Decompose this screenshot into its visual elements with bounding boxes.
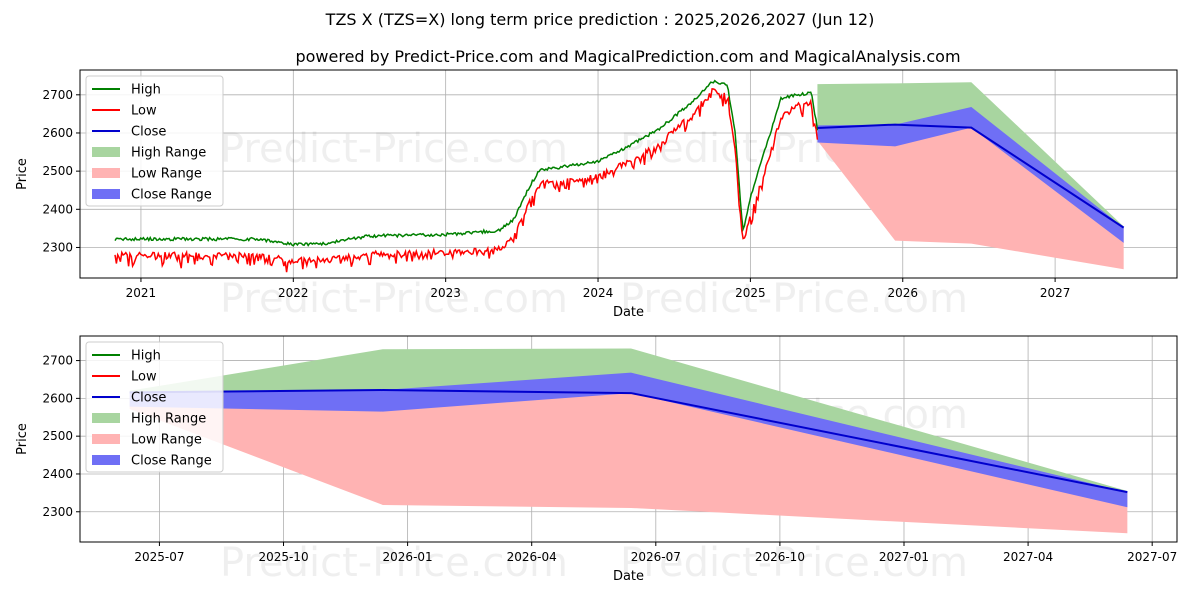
x-tick-label: 2026 xyxy=(887,286,918,300)
legend-label: High Range xyxy=(131,146,206,161)
legend-label: High xyxy=(131,349,161,364)
legend-box xyxy=(85,75,224,207)
legend-label: Close xyxy=(131,391,166,406)
y-axis-label: Price xyxy=(15,158,30,190)
legend-label: Low Range xyxy=(131,433,202,448)
y-axis-label: Price xyxy=(15,423,30,455)
panel-history: Predict-Price.com Predict-Price.com Predic… xyxy=(15,69,1178,322)
chart-title: TZS X (TZS=X) long term price prediction… xyxy=(325,10,875,29)
close-series-line xyxy=(817,123,1125,229)
high-range-area xyxy=(129,348,1128,493)
y-tick-label: 2400 xyxy=(42,202,73,216)
legend-label: Low xyxy=(131,370,157,385)
panel-forecast-zoom: Predict-Price.comPredict-Price.comPredic… xyxy=(15,335,1178,586)
legend-label: Close Range xyxy=(131,188,212,203)
plot-area xyxy=(129,348,1128,534)
y-tick-label: 2300 xyxy=(42,240,73,254)
low-range-area xyxy=(129,390,1128,534)
high-series-line xyxy=(114,79,819,247)
legend-label: Close xyxy=(131,125,166,140)
x-tick-label: 2024 xyxy=(583,286,614,300)
legend-label: Close Range xyxy=(131,454,212,469)
legend: High Low Close High Range Low Range Close Ran… xyxy=(85,341,224,473)
watermark-text: Predict-Price.com xyxy=(220,540,568,586)
x-tick-label: 2025-10 xyxy=(258,550,308,564)
y-tick-label: 2700 xyxy=(42,88,73,102)
legend-label: High xyxy=(131,83,161,98)
legend-label: Low xyxy=(131,104,157,119)
low-series-line xyxy=(114,87,819,273)
y-tick-label: 2600 xyxy=(42,391,73,405)
axes-frame xyxy=(79,69,1178,279)
high-range-area xyxy=(817,82,1124,229)
plot-area xyxy=(114,79,1125,273)
x-tick-label: 2021 xyxy=(126,286,157,300)
legend-box xyxy=(85,341,224,473)
legend-label: Low Range xyxy=(131,167,202,182)
axes-frame xyxy=(79,335,1178,543)
x-tick-label: 2023 xyxy=(430,286,461,300)
x-tick-label: 2022 xyxy=(278,286,309,300)
x-tick-label: 2027 xyxy=(1040,286,1071,300)
legend-swatch xyxy=(92,147,120,157)
x-axis-label: Date xyxy=(613,305,644,320)
x-tick-label: 2027-01 xyxy=(879,550,929,564)
chart-subtitle: powered by Predict-Price.com and Magical… xyxy=(295,47,960,66)
legend-swatch xyxy=(92,413,120,423)
close-range-area xyxy=(817,107,1124,243)
x-axis-label: Date xyxy=(613,569,644,584)
x-tick-label: 2026-01 xyxy=(383,550,433,564)
y-tick-label: 2500 xyxy=(42,429,73,443)
close-range-area xyxy=(129,372,1128,508)
x-tick-label: 2026-04 xyxy=(507,550,557,564)
legend-swatch xyxy=(92,189,120,199)
x-tick-label: 2025 xyxy=(735,286,766,300)
watermark-text: Predict-Price.com xyxy=(220,126,568,172)
legend-swatch xyxy=(92,434,120,444)
legend-swatch xyxy=(92,455,120,465)
legend-label: High Range xyxy=(131,412,206,427)
x-tick-label: 2025-07 xyxy=(134,550,184,564)
x-tick-label: 2027-07 xyxy=(1127,550,1177,564)
legend-swatch xyxy=(92,168,120,178)
x-tick-label: 2027-04 xyxy=(1003,550,1053,564)
legend: High Low Close High Range Low Range Close Ran… xyxy=(85,75,224,207)
close-series-line xyxy=(129,389,1128,494)
y-tick-label: 2700 xyxy=(42,354,73,368)
watermark-text: Predict-Price.com xyxy=(220,276,568,322)
x-tick-label: 2026-10 xyxy=(755,550,805,564)
watermark-text: Predict-Price.com xyxy=(620,540,968,586)
x-tick-label: 2026-07 xyxy=(631,550,681,564)
watermark-text: Predict-Price.com xyxy=(620,276,968,322)
y-tick-label: 2500 xyxy=(42,164,73,178)
y-tick-label: 2400 xyxy=(42,467,73,481)
low-range-area xyxy=(817,124,1124,270)
y-tick-label: 2600 xyxy=(42,126,73,140)
y-tick-label: 2300 xyxy=(42,505,73,519)
